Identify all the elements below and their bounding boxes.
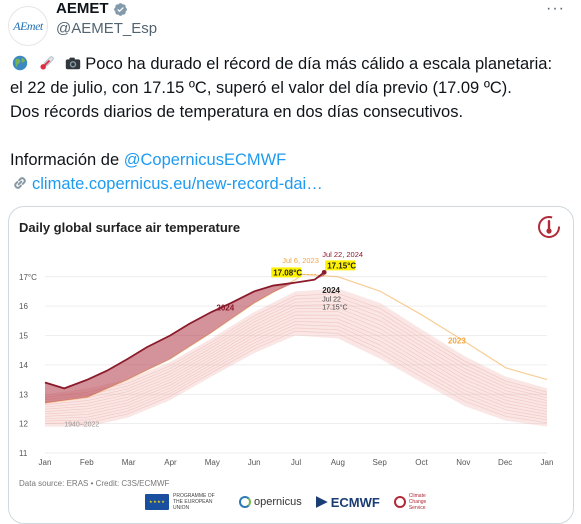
historical-year-line [44, 304, 548, 405]
historical-year-line [44, 293, 548, 398]
link-icon [14, 177, 26, 189]
eu-programme-text: PROGRAMME OF THE EUROPEAN UNION [173, 493, 215, 511]
historical-year-line [44, 314, 548, 412]
ecmwf-logo: ECMWF [315, 494, 380, 510]
y-tick-label: 14 [19, 361, 28, 370]
ecmwf-mark-icon [315, 496, 328, 508]
tweet-line-1-text: Poco ha durado el récord de día más cáli… [85, 55, 553, 73]
ecmwf-text: ECMWF [330, 494, 380, 510]
annotation-jul22-small-value: 17.15°C [322, 304, 347, 312]
x-tick-label: Jul [291, 458, 301, 467]
annotation-2023-date: Jul 6, 2023 [282, 256, 319, 265]
historical-year-line [44, 321, 548, 417]
annotation-2024-date: Jul 22, 2024 [322, 250, 363, 259]
x-tick-label: May [205, 458, 220, 467]
climate-change-service-logo: Climate Change Service [393, 493, 443, 511]
series-2024-record-fill [45, 272, 325, 404]
aemet-logo: AEmet [13, 18, 43, 33]
ccs-text: Climate Change Service [408, 493, 427, 511]
highlight-2023-value [271, 267, 302, 278]
series-2024-label-secondary: 2024 [322, 286, 340, 295]
record-2024-point [321, 269, 327, 275]
x-tick-label: Dec [498, 458, 512, 467]
x-tick-label: Jun [248, 458, 261, 467]
ccs-mark-icon [393, 496, 406, 508]
avatar[interactable]: AEmet [8, 6, 48, 46]
tweet-line-2: el 22 de julio, con 17.15 ºC, superó el … [10, 79, 512, 97]
y-tick-label: 17°C [19, 273, 37, 282]
tweet-line-1: Poco ha durado el récord de día más cáli… [10, 52, 575, 76]
x-tick-label: Nov [456, 458, 470, 467]
article-link[interactable]: climate.copernicus.eu/new-record-dai… [32, 175, 323, 193]
temperature-chart: 17°C 16 15 14 13 12 11 Jan Feb Mar Apr May Jun Jul Aug… [19, 250, 554, 467]
eu-programme-logo: PROGRAMME OF THE EUROPEAN UNION [145, 493, 225, 511]
x-tick-label: Mar [122, 458, 136, 467]
y-tick-label: 15 [19, 332, 28, 341]
historical-year-line [44, 327, 548, 422]
historical-year-line [44, 317, 548, 415]
tweet-info-line: Información de @CopernicusECMWF [10, 148, 575, 172]
copernicus-mark-icon [239, 496, 251, 508]
x-tick-label: Aug [331, 458, 345, 467]
camera-icon [65, 57, 81, 70]
annotation-jul22-small: Jul 22 [322, 297, 341, 304]
chart-title: Daily global surface air temperature [19, 220, 241, 235]
x-tick-label: Sep [373, 458, 388, 467]
series-2023-label: 2023 [448, 337, 466, 346]
historical-year-line [44, 296, 548, 401]
historical-year-line [44, 324, 548, 419]
annotation-2024-value: 17.15°C [327, 261, 356, 270]
historical-year-line [44, 307, 548, 408]
footer-logos: PROGRAMME OF THE EUROPEAN UNION opernicu… [145, 493, 443, 511]
tweet-line-3: Dos récords diarios de temperatura en do… [10, 103, 464, 121]
media-card[interactable]: 17°C 16 15 14 13 12 11 Jan Feb Mar Apr May Jun Jul Aug… [8, 206, 574, 524]
copernicus-logo: opernicus [239, 496, 302, 508]
user-handle[interactable]: @AEMET_Esp [56, 20, 158, 37]
thermometer-icon [40, 56, 54, 70]
globe-icon [12, 55, 28, 71]
x-tick-label: Apr [164, 458, 177, 467]
y-tick-label: 11 [19, 449, 28, 458]
mention-link[interactable]: @CopernicusECMWF [123, 151, 287, 169]
historical-range-label: 1940–2022 [64, 422, 99, 429]
y-tick-label: 13 [19, 390, 28, 399]
series-2024-label: 2024 [216, 304, 234, 313]
historical-range-band [45, 288, 547, 427]
tweet-url-line: climate.copernicus.eu/new-record-dai… [10, 172, 575, 196]
tweet-text: Poco ha durado el récord de día más cáli… [10, 52, 575, 196]
y-tick-label: 16 [19, 302, 28, 311]
copernicus-text: opernicus [254, 496, 302, 508]
tweet-blank-line [10, 124, 575, 148]
highlight-2024-value [325, 260, 356, 271]
annotation-2023-value: 17.08°C [273, 268, 302, 277]
historical-year-line [44, 311, 548, 410]
x-tick-label: Feb [80, 458, 94, 467]
x-tick-label: Jan [39, 458, 52, 467]
data-source-note: Data source: ERAS • Credit: C3S/ECMWF [19, 479, 170, 488]
user-header: AEMET @AEMET_Esp [56, 0, 157, 39]
info-prefix: Información de [10, 151, 124, 169]
x-tick-label: Jan [541, 458, 554, 467]
historical-year-line [44, 330, 548, 424]
c3s-thermometer-icon [538, 216, 560, 238]
eu-flag-icon [145, 494, 169, 510]
more-options-icon[interactable]: ··· [546, 0, 565, 17]
historical-year-line [44, 300, 548, 403]
x-tick-label: Oct [415, 458, 428, 467]
y-tick-label: 12 [19, 420, 28, 429]
verified-badge-icon [113, 2, 127, 16]
series-2024-line [44, 271, 325, 390]
display-name[interactable]: AEMET [56, 0, 109, 17]
display-name-row: AEMET [56, 0, 157, 18]
